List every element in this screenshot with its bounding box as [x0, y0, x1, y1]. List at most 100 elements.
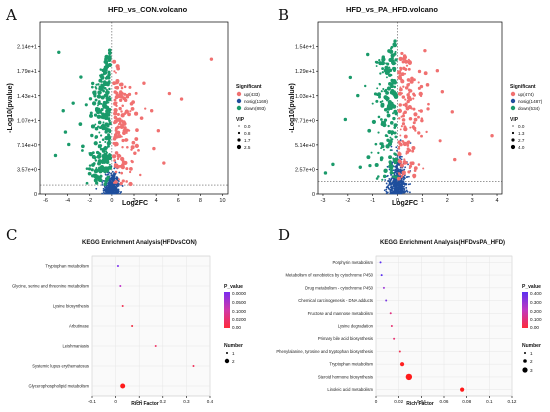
kegg-d-number-label-2: 3	[530, 368, 533, 373]
volcano-a-point-down	[81, 149, 84, 152]
volcano-a-point-down	[105, 157, 110, 162]
volcano-a-point-up	[113, 110, 118, 114]
kegg-c-pvalue-tick-3: 0.0200	[232, 317, 246, 322]
volcano-a-point-down	[101, 138, 105, 141]
volcano-a-xtick-label-5: 4	[155, 198, 158, 204]
volcano-a-point-down	[91, 154, 96, 159]
kegg-c-bubble-6	[120, 383, 126, 389]
volcano-b-ylabel: -Log10(pvalue)	[289, 83, 296, 133]
volcano-a-point-up	[120, 135, 123, 138]
volcano-a-ytick-label-4: 1.43e+1	[17, 94, 37, 100]
volcano-b-ytick-label-4: 1.03e+1	[295, 94, 315, 100]
volcano-a-point-down	[94, 123, 97, 126]
volcano-b-point-nosig	[404, 182, 407, 185]
volcano-a-point-down	[63, 130, 68, 134]
volcano-a-point-down	[91, 163, 95, 167]
volcano-b-point-up	[413, 117, 418, 122]
volcano-b-point-nosig	[392, 169, 395, 172]
volcano-a-point-up	[119, 164, 123, 168]
volcano-a-xtick-label-1: -4	[65, 198, 70, 204]
volcano-b-point-up	[399, 87, 403, 92]
volcano-a-point-down	[53, 153, 58, 158]
legend-b-nosig-swatch	[510, 98, 516, 104]
volcano-b-point-down	[385, 144, 390, 149]
legend-a-vip-dot-0	[238, 125, 240, 127]
volcano-b-point-nosig	[408, 175, 410, 178]
volcano-b-point-down	[368, 163, 372, 168]
legend-b-up-swatch	[510, 91, 516, 97]
legend-a-vip-dot-3	[236, 144, 242, 150]
volcano-b-point-up	[400, 51, 404, 56]
volcano-a-point-up	[134, 111, 139, 116]
volcano-a-point-down	[88, 97, 93, 101]
volcano-b-point-up	[401, 95, 406, 99]
volcano-a-point-up	[115, 101, 118, 104]
kegg-d-pvalue-tick-3: 0.100	[530, 317, 542, 322]
volcano-a-point-up	[120, 86, 124, 90]
volcano-a-point-down	[108, 53, 111, 56]
volcano-a-point-nosig	[120, 190, 123, 193]
volcano-b-point-up	[406, 144, 410, 147]
kegg-c-xtick-label-1: 0	[114, 399, 117, 404]
volcano-b-point-down	[366, 155, 371, 160]
volcano-a-point-up	[121, 179, 125, 183]
volcano-a-point-down	[106, 144, 110, 148]
volcano-b-point-up	[420, 134, 423, 138]
volcano-b-point-down	[391, 175, 395, 178]
volcano-b-point-down	[381, 178, 384, 181]
volcano-b-point-down	[381, 58, 385, 62]
legend-a-vip-title: VIP	[236, 117, 245, 123]
volcano-b-point-down	[394, 175, 398, 179]
kegg-c-pathway-label-1: Glycine, serine and threonine metabolism	[12, 284, 90, 289]
volcano-a-point-down	[102, 73, 105, 76]
volcano-a-point-down	[105, 150, 108, 153]
volcano-a-point-up	[125, 167, 129, 171]
volcano-a-point-nosig	[111, 178, 114, 181]
kegg-d-bubble-10	[460, 387, 465, 392]
volcano-a-point-up	[119, 181, 123, 186]
legend-b-vip-dot-1	[511, 131, 515, 135]
volcano-a-point-down	[104, 117, 107, 120]
volcano-b-point-up	[412, 126, 417, 131]
volcano-a-point-down	[61, 109, 65, 113]
volcano-b-point-up	[397, 91, 402, 96]
kegg-c-legend: P_value 0.0000 0.0500 0.1000 0.0200 0.00…	[224, 284, 246, 364]
kegg-d-bubble-8	[399, 362, 405, 367]
kegg-c-number-dot-0	[226, 352, 228, 354]
volcano-a-point-up	[123, 92, 127, 96]
volcano-b-point-nosig	[407, 183, 410, 186]
volcano-b-point-down	[366, 52, 370, 57]
volcano-b-point-nosig	[391, 161, 394, 164]
volcano-a-point-up	[116, 130, 121, 135]
volcano-a-point-up	[134, 137, 139, 141]
volcano-a-point-nosig	[109, 187, 112, 190]
volcano-b-point-nosig	[387, 186, 390, 189]
volcano-b-point-down	[381, 55, 385, 59]
volcano-b-point-down	[390, 168, 394, 172]
kegg-d-xtick-label-6: 0.12	[508, 399, 517, 404]
volcano-a-point-down	[98, 95, 102, 99]
volcano-b-point-nosig	[394, 168, 397, 171]
volcano-b-point-down	[383, 108, 388, 112]
legend-b-vip-label-1: 1.3	[518, 131, 525, 136]
volcano-a-point-nosig	[115, 184, 118, 186]
legend-a-significant-title: Significant	[236, 84, 262, 90]
volcano-a-point-up	[129, 101, 134, 106]
volcano-a-point-down	[103, 161, 106, 164]
volcano-b-point-down	[383, 168, 388, 173]
kegg-d-pathway-label-5: Lysine degradation	[338, 324, 374, 329]
volcano-b-point-down	[392, 116, 396, 121]
volcano-a-point-down	[107, 57, 112, 62]
volcano-a-point-down	[103, 86, 107, 90]
volcano-b-point-down	[364, 84, 367, 88]
volcano-a-point-nosig	[104, 186, 107, 189]
volcano-b-point-nosig	[388, 178, 391, 180]
volcano-a-point-up	[113, 98, 117, 102]
volcano-b-point-up	[412, 97, 415, 100]
volcano-a-point-up	[115, 64, 120, 69]
kegg-c-bubble-4	[154, 345, 157, 347]
volcano-b-point-nosig	[403, 188, 405, 191]
kegg-c-pathway-label-4: Leishmaniasis	[62, 344, 89, 349]
kegg-d-number-title: Number	[522, 343, 541, 349]
volcano-a-point-down	[90, 168, 94, 172]
